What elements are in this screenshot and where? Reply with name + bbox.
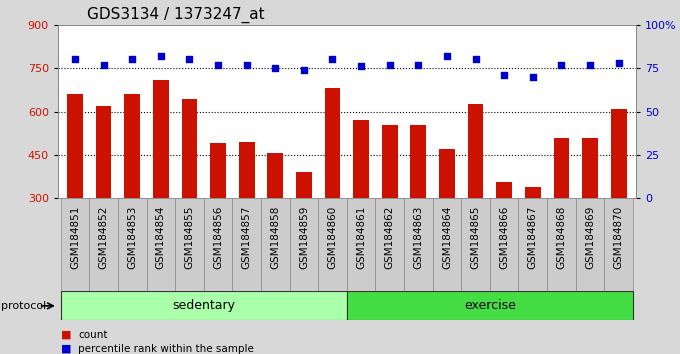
Bar bbox=[153, 80, 169, 198]
Bar bbox=[432, 198, 461, 292]
Point bbox=[299, 67, 309, 73]
Bar bbox=[261, 198, 290, 292]
Bar bbox=[239, 142, 254, 198]
Bar bbox=[461, 198, 490, 292]
Point bbox=[441, 53, 452, 59]
Text: GSM184870: GSM184870 bbox=[613, 206, 624, 269]
Text: GSM184851: GSM184851 bbox=[70, 206, 80, 269]
Text: GSM184867: GSM184867 bbox=[528, 206, 538, 269]
Text: count: count bbox=[78, 330, 107, 339]
Bar bbox=[67, 94, 83, 198]
Text: GSM184860: GSM184860 bbox=[328, 206, 337, 269]
Bar bbox=[576, 198, 605, 292]
Point bbox=[413, 62, 424, 68]
Bar bbox=[296, 172, 311, 198]
Bar bbox=[290, 198, 318, 292]
Bar bbox=[439, 149, 455, 198]
Text: GSM184853: GSM184853 bbox=[127, 206, 137, 269]
Point bbox=[270, 65, 281, 71]
Bar bbox=[324, 88, 341, 198]
Bar bbox=[411, 125, 426, 198]
Bar bbox=[347, 291, 633, 320]
Point bbox=[155, 53, 166, 59]
Bar bbox=[146, 198, 175, 292]
Text: GSM184864: GSM184864 bbox=[442, 206, 452, 269]
Text: GSM184856: GSM184856 bbox=[213, 206, 223, 269]
Bar bbox=[182, 99, 197, 198]
Point bbox=[356, 64, 367, 69]
Text: GSM184866: GSM184866 bbox=[499, 206, 509, 269]
Text: sedentary: sedentary bbox=[172, 299, 235, 312]
Text: GSM184858: GSM184858 bbox=[270, 206, 280, 269]
Bar bbox=[353, 120, 369, 198]
Bar bbox=[175, 198, 204, 292]
Text: GSM184869: GSM184869 bbox=[585, 206, 595, 269]
Point bbox=[470, 57, 481, 62]
Text: GSM184863: GSM184863 bbox=[413, 206, 424, 269]
Text: GSM184852: GSM184852 bbox=[99, 206, 109, 269]
Bar bbox=[496, 182, 512, 198]
Bar bbox=[582, 137, 598, 198]
Bar bbox=[375, 198, 404, 292]
Bar bbox=[318, 198, 347, 292]
Bar bbox=[525, 187, 541, 198]
Bar bbox=[210, 143, 226, 198]
Point bbox=[69, 57, 80, 62]
Bar bbox=[96, 106, 112, 198]
Bar bbox=[118, 198, 146, 292]
Bar bbox=[267, 153, 283, 198]
Bar bbox=[605, 198, 633, 292]
Point bbox=[528, 74, 539, 80]
Text: GDS3134 / 1373247_at: GDS3134 / 1373247_at bbox=[87, 7, 265, 23]
Point bbox=[241, 62, 252, 68]
Text: ■: ■ bbox=[61, 330, 71, 339]
Text: GSM184855: GSM184855 bbox=[184, 206, 194, 269]
Point bbox=[184, 57, 195, 62]
Text: ■: ■ bbox=[61, 344, 71, 354]
Bar bbox=[124, 94, 140, 198]
Bar bbox=[61, 291, 347, 320]
Bar bbox=[518, 198, 547, 292]
Text: GSM184854: GSM184854 bbox=[156, 206, 166, 269]
Text: exercise: exercise bbox=[464, 299, 516, 312]
Bar bbox=[404, 198, 432, 292]
Point bbox=[213, 62, 224, 68]
Text: GSM184868: GSM184868 bbox=[556, 206, 566, 269]
Point bbox=[327, 57, 338, 62]
Text: GSM184862: GSM184862 bbox=[385, 206, 394, 269]
Text: GSM184857: GSM184857 bbox=[241, 206, 252, 269]
Point bbox=[384, 62, 395, 68]
Bar bbox=[347, 198, 375, 292]
Text: GSM184865: GSM184865 bbox=[471, 206, 481, 269]
Bar bbox=[204, 198, 233, 292]
Point bbox=[585, 62, 596, 68]
Bar bbox=[490, 198, 518, 292]
Point bbox=[98, 62, 109, 68]
Bar bbox=[611, 109, 626, 198]
Text: percentile rank within the sample: percentile rank within the sample bbox=[78, 344, 254, 354]
Bar bbox=[554, 137, 569, 198]
Bar bbox=[547, 198, 576, 292]
Bar bbox=[382, 125, 398, 198]
Bar bbox=[468, 104, 483, 198]
Point bbox=[126, 57, 137, 62]
Point bbox=[613, 60, 624, 66]
Point bbox=[556, 62, 567, 68]
Bar bbox=[89, 198, 118, 292]
Bar bbox=[233, 198, 261, 292]
Bar bbox=[61, 198, 89, 292]
Point bbox=[498, 72, 509, 78]
Text: GSM184861: GSM184861 bbox=[356, 206, 366, 269]
Text: protocol: protocol bbox=[1, 301, 47, 311]
Text: GSM184859: GSM184859 bbox=[299, 206, 309, 269]
